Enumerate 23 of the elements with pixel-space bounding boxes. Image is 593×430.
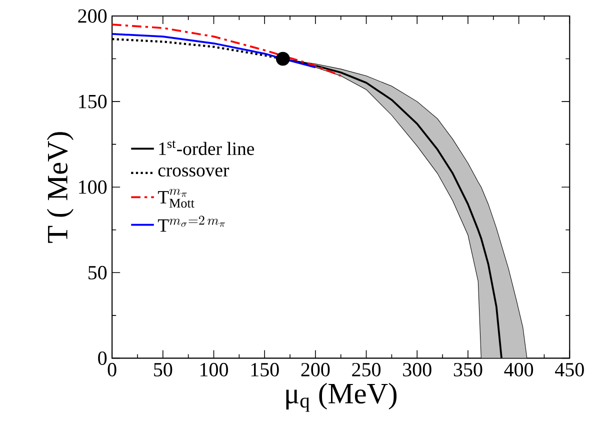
- x-tick-label: 100: [200, 362, 228, 376]
- x-tick-label: 50: [154, 362, 172, 376]
- x-tick-label: 150: [251, 362, 279, 376]
- x-tick-label: 450: [555, 362, 584, 376]
- y-tick-label: 150: [79, 94, 107, 108]
- x-axis-title: μ$_{q}$ (MeV): [286, 382, 397, 412]
- x-tick-label: 400: [504, 362, 534, 376]
- y-tick-label: 0: [98, 351, 107, 365]
- x-tick-label: 350: [454, 362, 482, 376]
- x-tick-label: 250: [352, 362, 381, 376]
- y-tick-label: 200: [78, 9, 107, 23]
- legend-label: $\mathrm{1^{st}\mbox{-order line}}$: [159, 140, 254, 155]
- y-tick-label: 50: [88, 266, 107, 280]
- x-tick-label: 300: [403, 362, 432, 376]
- legend-label: $\mathrm{T}^{m_{\pi}}_{\mathrm{Mott}}$: [158, 188, 194, 208]
- line-series: [112, 24, 342, 77]
- x-tick-label: 200: [301, 362, 330, 376]
- x-tick-label: 0: [108, 362, 116, 376]
- y-axis-title: T ( MeV): [46, 132, 74, 243]
- line-series: [112, 32, 316, 68]
- y-tick-label: 100: [79, 180, 107, 194]
- legend-label: $\mathrm{crossover}$: [158, 167, 230, 176]
- legend-label: $\mathrm{T}^{m_{\sigma}= 2\, m_{\pi}}$: [158, 216, 225, 232]
